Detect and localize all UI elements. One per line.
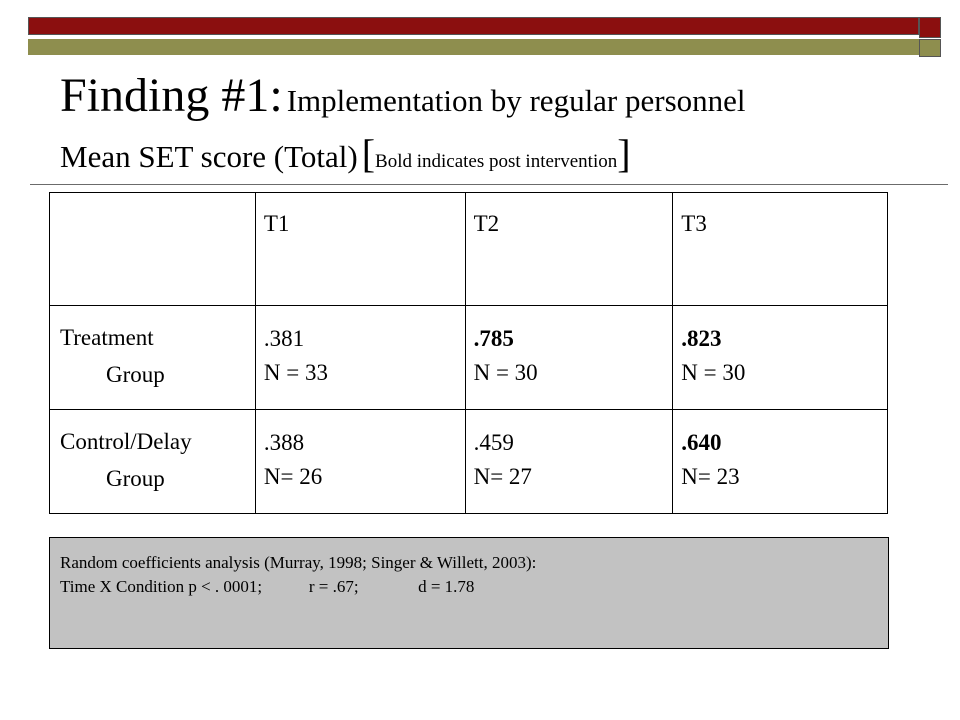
cell-n: N= 23 [681, 464, 740, 489]
cell-value: .388 [263, 430, 305, 455]
cell-value: .823 [681, 326, 722, 351]
bracket-open: [ [361, 131, 376, 176]
cell-value: .640 [681, 430, 722, 455]
table-cell: .459 N= 27 [464, 409, 674, 514]
row-label: Control/Delay Group [49, 409, 256, 514]
table-cell: .785 N = 30 [464, 305, 674, 410]
table-cell: .388 N= 26 [254, 409, 466, 514]
cell-n: N= 27 [473, 464, 532, 489]
table-row-control: Control/Delay Group .388 N= 26 .459 N= 2… [49, 409, 888, 514]
cell-n: N = 30 [681, 360, 746, 385]
cell-value: .381 [263, 326, 305, 351]
analysis-note-box: Random coefficients analysis (Murray, 19… [49, 537, 889, 649]
note-line-1: Random coefficients analysis (Murray, 19… [60, 553, 537, 572]
header-bar-olive [28, 39, 919, 55]
corner-square-olive [919, 39, 941, 57]
table-cell: .640 N= 23 [672, 409, 888, 514]
header-cell-t3: T3 [672, 192, 888, 306]
note-line-2: Time X Condition p < . 0001; r = .67; d … [60, 577, 475, 596]
title-line-2: Mean SET score (Total) [Bold indicates p… [60, 130, 631, 177]
bracket-note: Bold indicates post intervention [375, 151, 618, 172]
cell-n: N = 33 [263, 360, 328, 385]
header-bar-red [28, 17, 919, 35]
cell-value: .785 [473, 326, 514, 351]
cell-value: .459 [473, 430, 514, 455]
bracket-close: ] [617, 131, 631, 176]
table-cell: .823 N = 30 [672, 305, 888, 410]
header-cell-t2: T2 [464, 192, 674, 306]
header-cell-empty [49, 192, 256, 306]
title-divider [30, 184, 948, 185]
corner-square-red [919, 17, 941, 38]
header-cell-t1: T1 [254, 192, 466, 306]
title-subtitle: Implementation by regular personnel [286, 83, 746, 118]
results-table: T1 T2 T3 Treatment Group .381 N = 33 .78… [49, 192, 888, 514]
title-finding: Finding #1: [60, 69, 283, 122]
table-cell: .381 N = 33 [254, 305, 466, 410]
table-header-row: T1 T2 T3 [49, 192, 888, 306]
table-row-treatment: Treatment Group .381 N = 33 .785 N = 30 … [49, 305, 888, 410]
row-label: Treatment Group [49, 305, 256, 410]
slide-title: Finding #1: Implementation by regular pe… [60, 68, 746, 123]
title-metric: Mean SET score (Total) [60, 139, 358, 174]
cell-n: N= 26 [263, 464, 323, 489]
cell-n: N = 30 [473, 360, 538, 385]
